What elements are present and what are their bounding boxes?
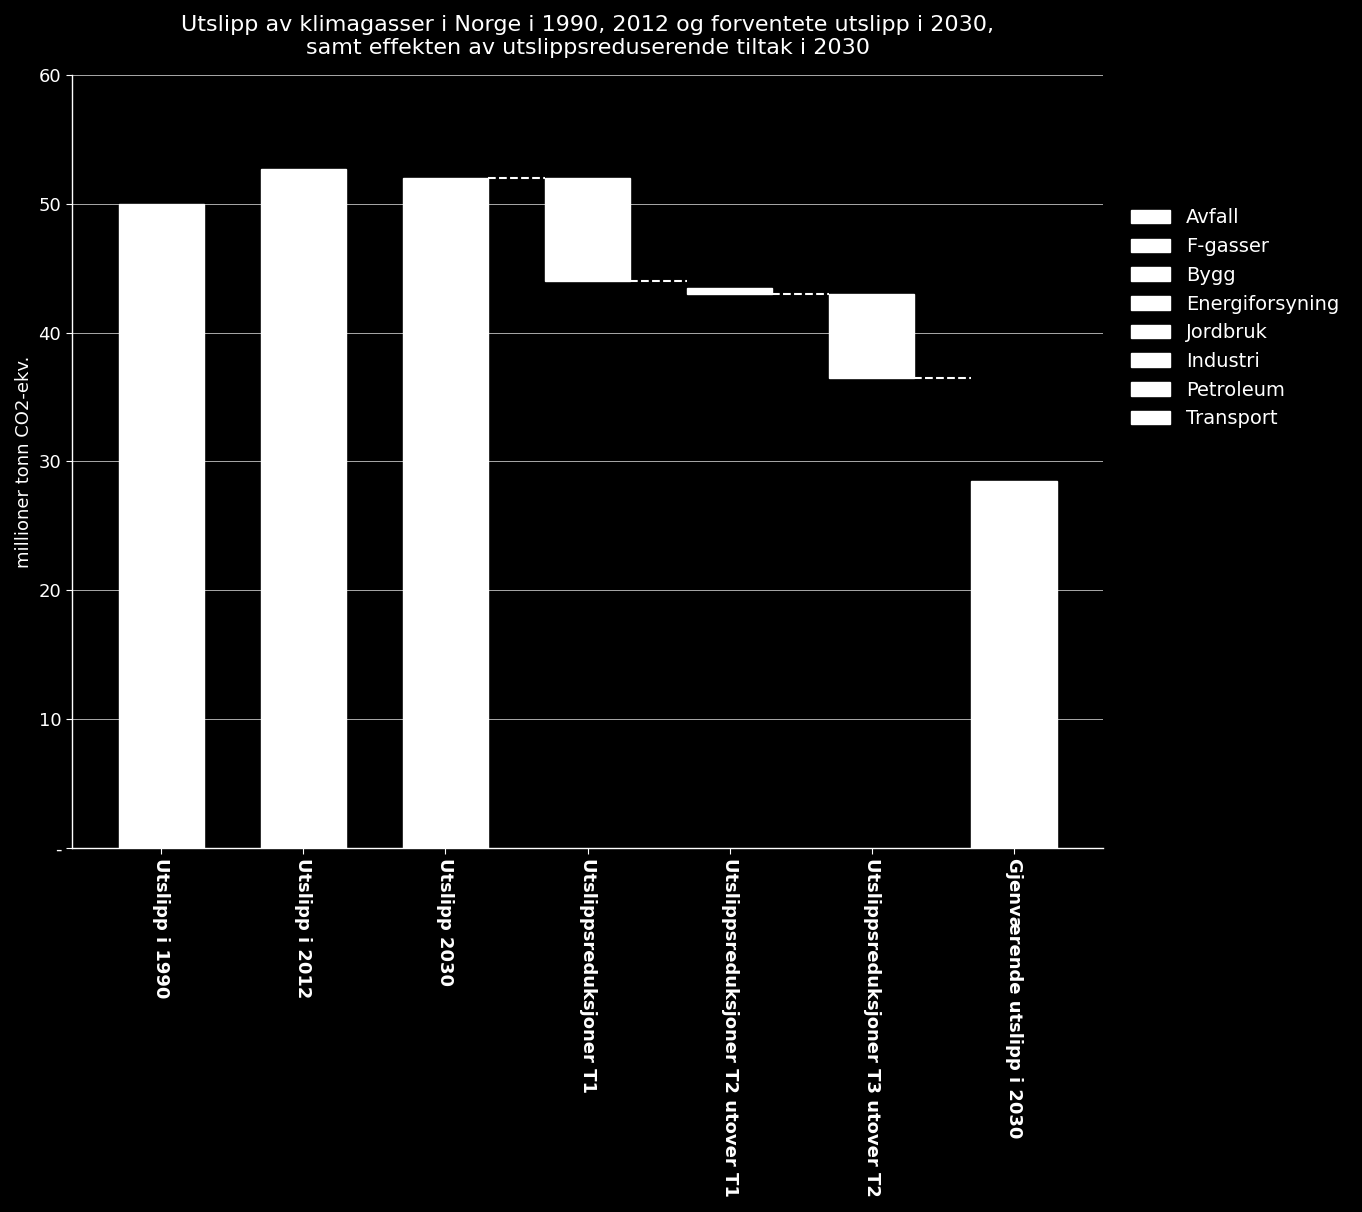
Bar [260, 168, 346, 847]
Bar [403, 178, 488, 847]
Bar [686, 287, 772, 295]
Bar [829, 295, 914, 378]
Bar [545, 178, 631, 281]
Title: Utslipp av klimagasser i Norge i 1990, 2012 og forventete utslipp i 2030,
samt e: Utslipp av klimagasser i Norge i 1990, 2… [181, 15, 994, 58]
Y-axis label: millioner tonn CO2-ekv.: millioner tonn CO2-ekv. [15, 355, 33, 567]
Bar [118, 204, 204, 847]
Legend: Avfall, F-gasser, Bygg, Energiforsyning, Jordbruk, Industri, Petroleum, Transpor: Avfall, F-gasser, Bygg, Energiforsyning,… [1124, 201, 1347, 436]
Bar [971, 481, 1057, 847]
